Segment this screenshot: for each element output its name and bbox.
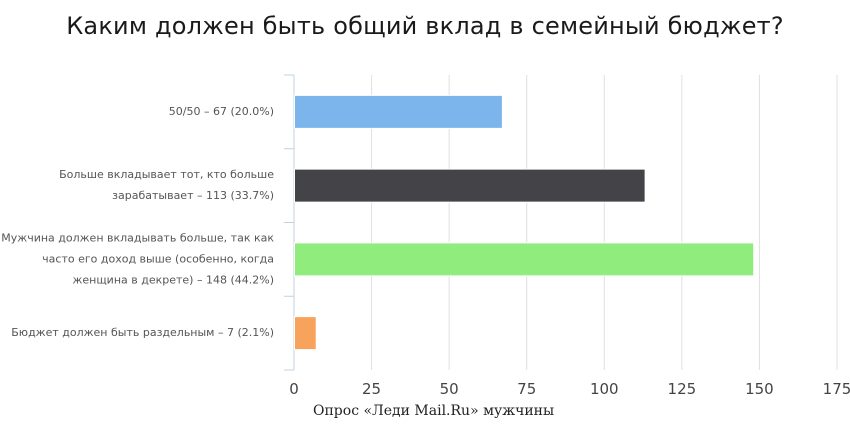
- category-label: Бюджет должен быть раздельным – 7 (2.1%): [11, 326, 274, 339]
- x-tick-label: 75: [517, 380, 536, 398]
- bar: [294, 168, 646, 203]
- chart-title: Каким должен быть общий вклад в семейный…: [66, 12, 784, 40]
- x-tick-label: 0: [289, 380, 299, 398]
- bar: [294, 316, 317, 351]
- category-label: Больше вкладывает тот, кто больше зарабат…: [59, 168, 274, 202]
- x-tick-label: 100: [590, 380, 619, 398]
- x-tick-label: 25: [362, 380, 381, 398]
- bar: [294, 242, 755, 277]
- category-label: Мужчина должен вкладывать больше, так ка…: [1, 231, 274, 286]
- bar: [294, 94, 503, 129]
- x-tick-label: 125: [668, 380, 697, 398]
- x-tick-label: 150: [745, 380, 774, 398]
- x-tick-label: 175: [823, 380, 850, 398]
- category-label: 50/50 – 67 (20.0%): [169, 105, 274, 118]
- source-caption: Опрос «Леди Mail.Ru» мужчины: [313, 403, 555, 419]
- x-tick-label: 50: [440, 380, 459, 398]
